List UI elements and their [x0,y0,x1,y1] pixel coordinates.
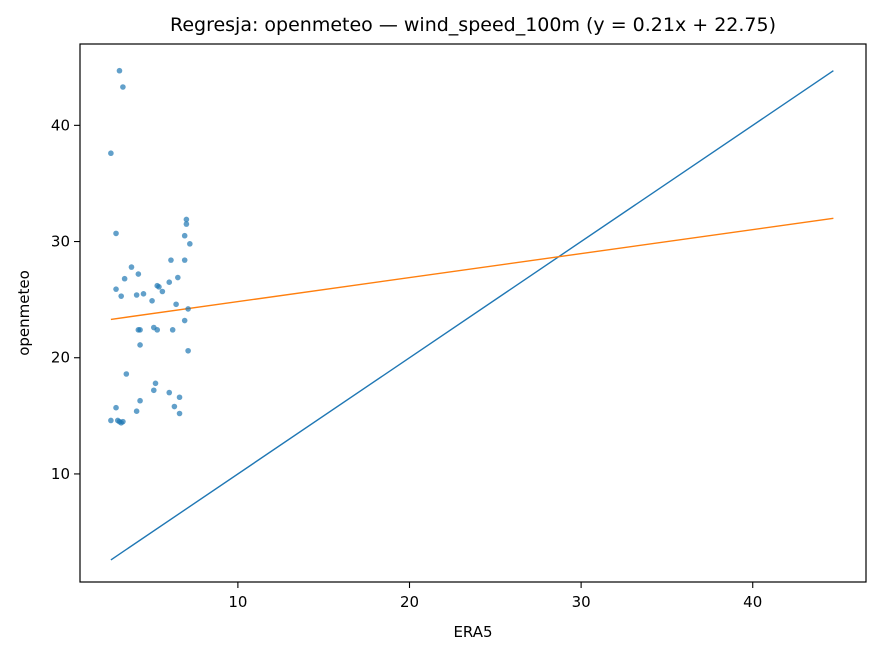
regression-line [110,217,834,321]
data-point [150,387,157,394]
data-point [159,288,166,295]
identity-line [110,70,834,561]
data-point [120,84,126,90]
data-point [181,257,188,263]
data-point [176,410,183,417]
data-point [128,264,135,270]
data-point [181,232,188,239]
x-tick-label: 10 [228,593,247,611]
data-point [171,403,178,410]
data-point [183,221,190,227]
data-point [173,301,179,308]
data-point [137,327,143,333]
data-point [152,380,159,387]
data-point [120,418,126,425]
data-point [108,150,114,157]
data-point [149,297,155,304]
data-point [135,271,142,277]
data-point [137,397,143,404]
data-point [133,292,140,298]
data-point [187,241,193,247]
y-tick-label: 20 [51,349,70,367]
data-point [113,230,119,237]
data-point [154,327,161,333]
data-point [108,417,114,424]
data-point [185,347,191,354]
data-point [166,389,173,396]
plot-frame [79,43,867,583]
data-point [137,342,143,348]
x-tick-label: 40 [743,593,762,611]
y-tick-label: 10 [51,465,70,483]
data-point [183,216,190,223]
x-tick-label: 20 [400,593,419,611]
data-point [133,408,140,414]
data-point [118,293,124,299]
data-point [185,306,191,312]
data-point [175,274,181,281]
y-tick-label: 30 [51,233,70,251]
points-layer [108,67,193,426]
x-tick-label: 30 [572,593,591,611]
data-point [140,291,147,297]
lines-layer [110,70,834,561]
data-point [168,257,174,263]
data-point [121,275,128,282]
data-point [181,317,188,324]
x-axis-label: ERA5 [453,623,492,641]
x-axis-ticks: 10 20 30 40 [228,582,762,611]
data-point [169,327,176,333]
data-point [156,284,162,290]
data-point [116,67,123,74]
data-point [176,394,183,401]
data-point [123,371,130,377]
y-axis-label: openmeteo [15,270,33,356]
data-point [113,404,119,411]
y-tick-label: 40 [51,116,70,134]
data-point [166,279,173,286]
chart-title: Regresja: openmeteo — wind_speed_100m (y… [170,14,776,36]
y-axis-ticks: 10 20 30 40 [51,116,80,483]
data-point [113,286,119,292]
